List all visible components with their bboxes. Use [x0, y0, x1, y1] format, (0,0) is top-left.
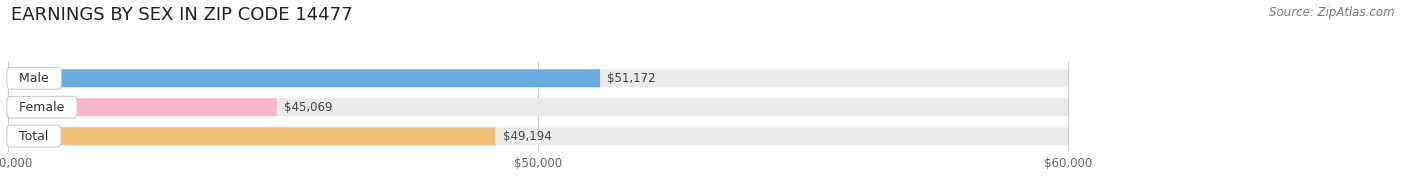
Text: Female: Female [11, 101, 73, 114]
FancyBboxPatch shape [8, 98, 1067, 116]
Text: EARNINGS BY SEX IN ZIP CODE 14477: EARNINGS BY SEX IN ZIP CODE 14477 [11, 6, 353, 24]
Text: $51,172: $51,172 [607, 72, 657, 85]
Text: $45,069: $45,069 [284, 101, 333, 114]
Text: $49,194: $49,194 [503, 130, 551, 143]
FancyBboxPatch shape [8, 127, 1067, 145]
FancyBboxPatch shape [8, 69, 1067, 87]
Text: Male: Male [11, 72, 58, 85]
Text: Total: Total [11, 130, 56, 143]
Text: Source: ZipAtlas.com: Source: ZipAtlas.com [1270, 6, 1395, 19]
FancyBboxPatch shape [8, 69, 600, 87]
FancyBboxPatch shape [8, 98, 277, 116]
FancyBboxPatch shape [8, 127, 495, 145]
